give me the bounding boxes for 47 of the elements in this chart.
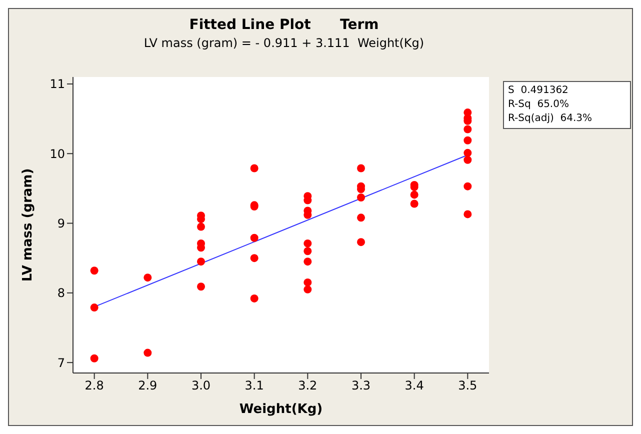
chart-subtitle: LV mass (gram) = - 0.911 + 3.111 Weight(Kg) bbox=[142, 36, 426, 50]
x-tick-label: 2.8 bbox=[84, 378, 104, 393]
point bbox=[410, 200, 418, 208]
x-tick-label: 3.0 bbox=[191, 378, 211, 393]
point bbox=[464, 156, 472, 164]
point bbox=[250, 294, 258, 302]
point bbox=[357, 214, 365, 222]
point bbox=[197, 282, 205, 291]
statistics-box: S 0.491362 R-Sq 65.0% R-Sq(adj) 64.3% bbox=[503, 81, 631, 129]
point bbox=[90, 354, 98, 362]
point bbox=[304, 258, 312, 266]
point bbox=[90, 266, 98, 275]
x-tick-label: 3.1 bbox=[244, 378, 264, 393]
point bbox=[144, 274, 152, 282]
point bbox=[410, 190, 418, 199]
y-tick-label: 7 bbox=[57, 356, 65, 370]
x-axis-title: Weight(Kg) bbox=[239, 402, 323, 417]
y-tick-label: 9 bbox=[57, 216, 65, 231]
chart-title: Fitted Line Plot Term bbox=[188, 17, 380, 33]
point bbox=[304, 247, 312, 256]
point bbox=[90, 304, 98, 312]
point bbox=[464, 210, 472, 218]
point bbox=[357, 238, 365, 246]
x-tick-label: 2.9 bbox=[138, 378, 158, 393]
point bbox=[357, 193, 365, 202]
point bbox=[464, 182, 472, 190]
point bbox=[197, 222, 205, 231]
point bbox=[250, 164, 258, 172]
point bbox=[464, 125, 472, 134]
point bbox=[250, 254, 258, 262]
point bbox=[144, 348, 152, 357]
point bbox=[304, 285, 312, 294]
y-axis-title: LV mass (gram) bbox=[20, 168, 36, 282]
x-tick-label: 3.4 bbox=[404, 378, 424, 393]
point bbox=[250, 234, 258, 242]
point bbox=[357, 164, 365, 172]
x-tick-label: 3.3 bbox=[351, 378, 371, 393]
point bbox=[464, 136, 472, 144]
point bbox=[304, 239, 312, 248]
y-tick-label: 11 bbox=[50, 77, 65, 92]
y-tick-label: 10 bbox=[50, 146, 65, 161]
point bbox=[304, 278, 312, 286]
x-tick-label: 3.5 bbox=[458, 378, 478, 393]
x-tick-label: 3.2 bbox=[298, 378, 318, 393]
point bbox=[197, 258, 205, 266]
y-tick-label: 8 bbox=[57, 286, 65, 300]
point bbox=[464, 148, 472, 157]
